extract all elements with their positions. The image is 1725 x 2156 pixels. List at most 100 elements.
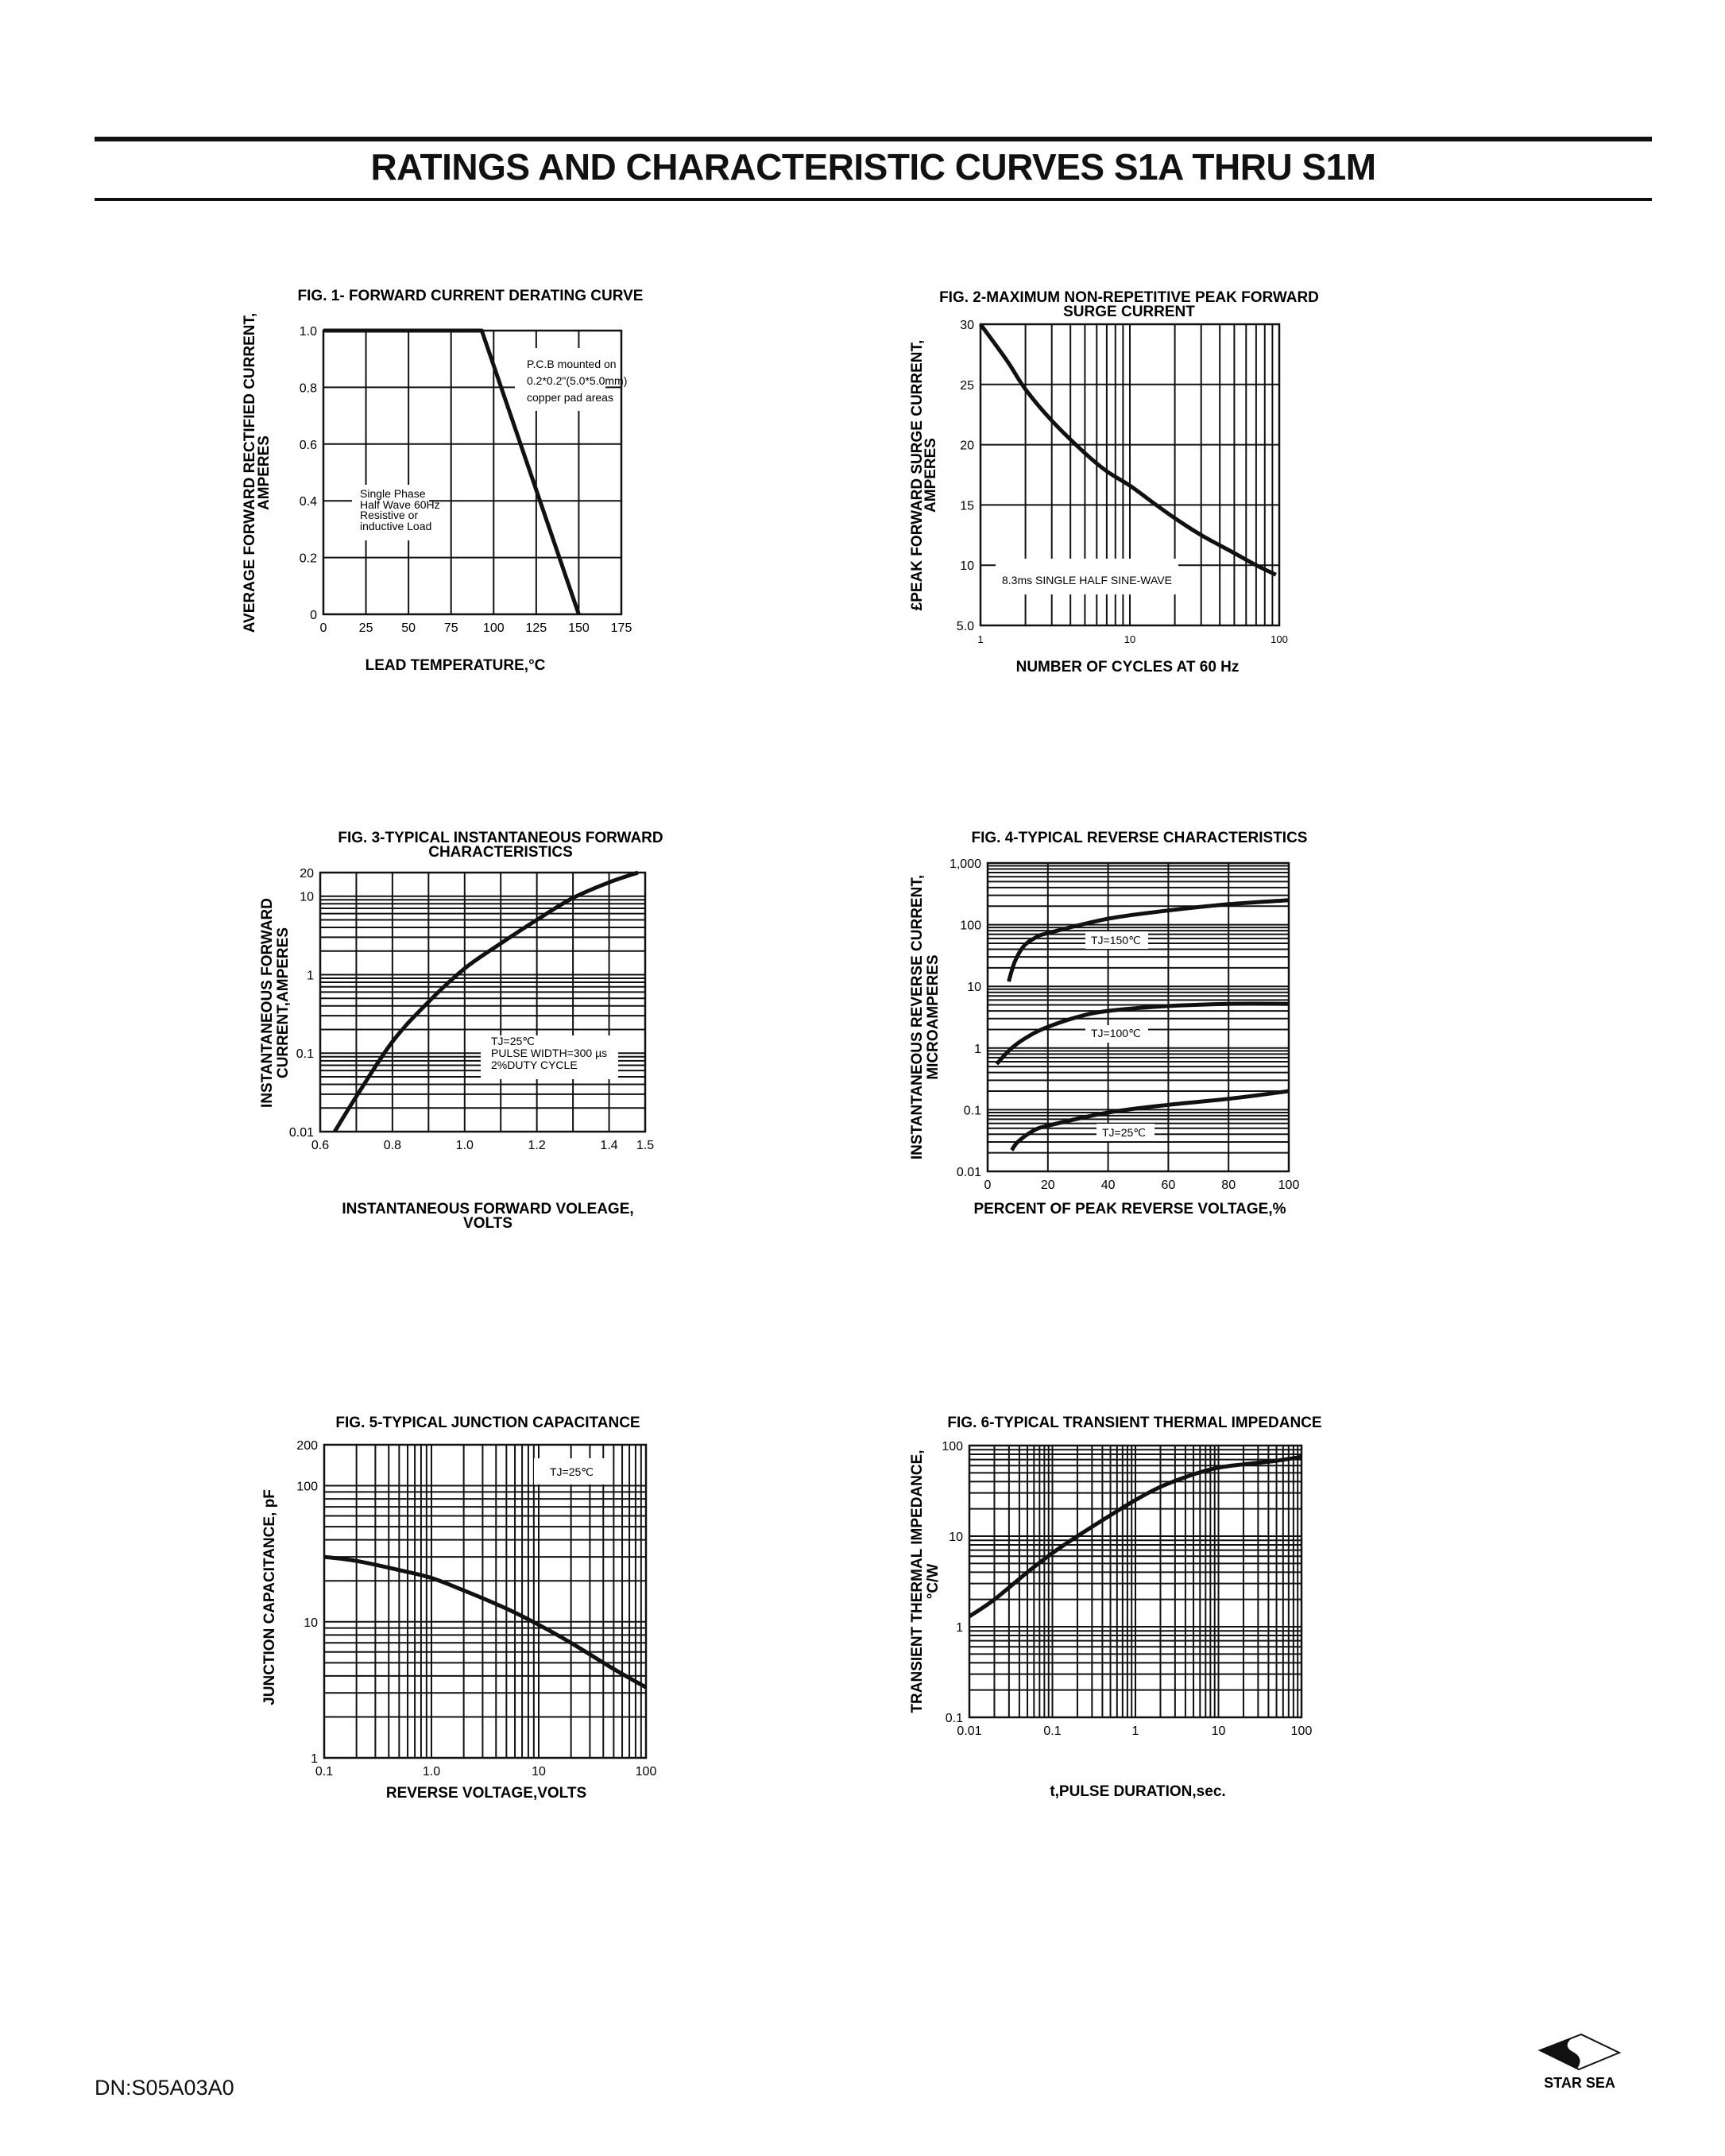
y-axis-label: TRANSIENT THERMAL IMPEDANCE, (909, 1450, 926, 1713)
x-tick-label: 100 (483, 621, 505, 635)
x-tick-label: 60 (1162, 1179, 1176, 1192)
series-curve-2 (995, 1001, 1290, 1066)
chart-title: FIG. 4-TYPICAL REVERSE CHARACTERISTICS (972, 830, 1308, 846)
header-top-rule (95, 137, 1652, 141)
y-tick-label: 1,000 (950, 857, 981, 871)
annotation-background (515, 348, 605, 411)
x-tick-label: 100 (1291, 1724, 1313, 1738)
annotation-text: inductive Load (360, 520, 431, 532)
chart-fig-1: P.C.B mounted on 0.2*0.2"(5.0*5.0mm) coppe… (242, 288, 643, 674)
y-tick-label: 1 (307, 969, 314, 982)
x-tick-label: 20 (1041, 1179, 1055, 1192)
y-axis-label: MICROAMPERES (925, 954, 942, 1079)
chart-fig-4: TJ=150℃ TJ=100℃ TJ=25℃ 0 20 40 60 80 100 0.01 0.1 1… (909, 830, 1307, 1217)
x-tick-label: 100 (1271, 633, 1288, 645)
y-tick-label: 25 (960, 379, 974, 393)
y-tick-label: 10 (300, 891, 314, 904)
x-tick-label: 40 (1101, 1179, 1116, 1192)
chart-fig-2: 8.3ms SINGLE HALF SINE-WAVE 1 10 100 5.0 10 15… (909, 289, 1319, 675)
y-tick-label: 200 (296, 1439, 318, 1453)
chart-title: FIG. 3-TYPICAL INSTANTANEOUS FORWARD (338, 830, 663, 846)
series-curve-1 (323, 1554, 648, 1690)
y-tick-label: 100 (960, 919, 981, 933)
x-tick-label: 0.1 (1043, 1724, 1061, 1738)
y-tick-label: 10 (949, 1531, 963, 1544)
y-tick-label: 0 (310, 609, 317, 622)
y-tick-label: 0.01 (289, 1126, 314, 1140)
y-axis-label: AMPERES (256, 435, 273, 510)
plot-frame (323, 1443, 648, 1759)
x-tick-label: 0 (984, 1179, 992, 1192)
logo-text: STAR SEA (1544, 2075, 1615, 2091)
y-axis-label: AMPERES (922, 438, 939, 513)
y-tick-label: 10 (967, 981, 981, 994)
y-tick-label: 0.2 (300, 552, 317, 566)
y-tick-label: 30 (960, 319, 974, 332)
y-axis-label: AVERAGE FORWARD RECTIFIED CURRENT, (242, 313, 258, 633)
y-tick-label: 0.1 (964, 1104, 981, 1117)
y-tick-label: 10 (960, 559, 974, 573)
y-axis-label: INSTANTANEOUS REVERSE CURRENT, (909, 875, 926, 1159)
y-tick-label: 100 (942, 1440, 963, 1453)
chart-title: FIG. 6-TYPICAL TRANSIENT THERMAL IMPEDAN… (947, 1415, 1321, 1431)
annotation-text: 2%DUTY CYCLE (491, 1059, 578, 1071)
x-tick-label: 1.0 (423, 1765, 440, 1779)
annotation-background (481, 1035, 618, 1079)
plot-frame (979, 323, 1281, 627)
x-tick-label: 10 (532, 1765, 546, 1779)
y-tick-label: 0.4 (300, 495, 317, 509)
series-curve-1 (323, 328, 581, 615)
y-tick-label: 0.6 (300, 439, 317, 452)
plot-frame (319, 871, 647, 1133)
chart-fig-5: TJ=25℃ 0.1 1.0 10 100 1 10 100 200 FIG. 5-TYPICAL… (261, 1415, 656, 1802)
annotation-text: 8.3ms SINGLE HALF SINE-WAVE (1002, 574, 1172, 586)
x-axis-label: t,PULSE DURATION,sec. (1050, 1783, 1225, 1800)
y-axis-label: £PEAK FORWARD SURGE CURRENT, (909, 340, 926, 611)
x-tick-label: 80 (1221, 1179, 1236, 1192)
series-curve-1 (1007, 898, 1290, 982)
y-tick-label: 1.0 (300, 325, 317, 339)
chart-title: SURGE CURRENT (1063, 304, 1195, 320)
x-tick-label: 0.6 (311, 1139, 329, 1152)
annotation-text: P.C.B mounted on (527, 358, 617, 370)
x-tick-label: 100 (1278, 1179, 1300, 1192)
plot-frame (986, 861, 1290, 1173)
annotation-text: TJ=150℃ (1091, 934, 1141, 946)
x-tick-label: 10 (1124, 633, 1135, 645)
series-curve-1 (978, 323, 1277, 577)
annotation-text: Resistive or (360, 509, 418, 521)
annotation-background (352, 485, 429, 540)
series-curve-3 (1010, 1089, 1290, 1152)
y-axis-label: INSTANTANEOUS FORWARD (259, 898, 276, 1108)
annotation-text: TJ=25℃ (550, 1465, 594, 1478)
x-tick-label: 125 (526, 621, 547, 635)
annotation-background (996, 559, 1178, 594)
y-tick-label: 15 (960, 499, 974, 513)
x-tick-label: 0 (320, 621, 327, 635)
annotation-text: TJ=25℃ (1102, 1126, 1146, 1139)
page-title: RATINGS AND CHARACTERISTIC CURVES S1A TH… (370, 146, 1376, 188)
x-tick-label: 10 (1212, 1724, 1226, 1738)
y-tick-label: 100 (296, 1481, 318, 1494)
y-tick-label: 0.8 (300, 381, 317, 395)
chart-title: FIG. 5-TYPICAL JUNCTION CAPACITANCE (335, 1415, 640, 1431)
x-tick-label: 0.8 (384, 1139, 401, 1152)
x-tick-label: 175 (611, 621, 632, 635)
y-tick-label: 0.01 (957, 1166, 981, 1179)
annotation-text: TJ=25℃ (491, 1035, 535, 1047)
series-curve-1 (968, 1454, 1302, 1619)
x-axis-label: NUMBER OF CYCLES AT 60 Hz (1016, 659, 1240, 675)
x-axis-label: LEAD TEMPERATURE,°C (365, 657, 546, 674)
annotation-text: Half Wave 60Hz (360, 498, 440, 511)
y-axis-label: CURRENT,AMPERES (275, 927, 292, 1078)
x-tick-label: 1.5 (636, 1139, 654, 1152)
star-sea-logo: STAR SEA (1534, 2030, 1629, 2094)
x-tick-label: 1.2 (528, 1139, 546, 1152)
annotation-text: 0.2*0.2"(5.0*5.0mm) (527, 374, 627, 387)
x-tick-label: 25 (359, 621, 373, 635)
annotation-background (1096, 1124, 1155, 1141)
annotation-background (1085, 931, 1148, 949)
header-bottom-rule (95, 198, 1652, 201)
